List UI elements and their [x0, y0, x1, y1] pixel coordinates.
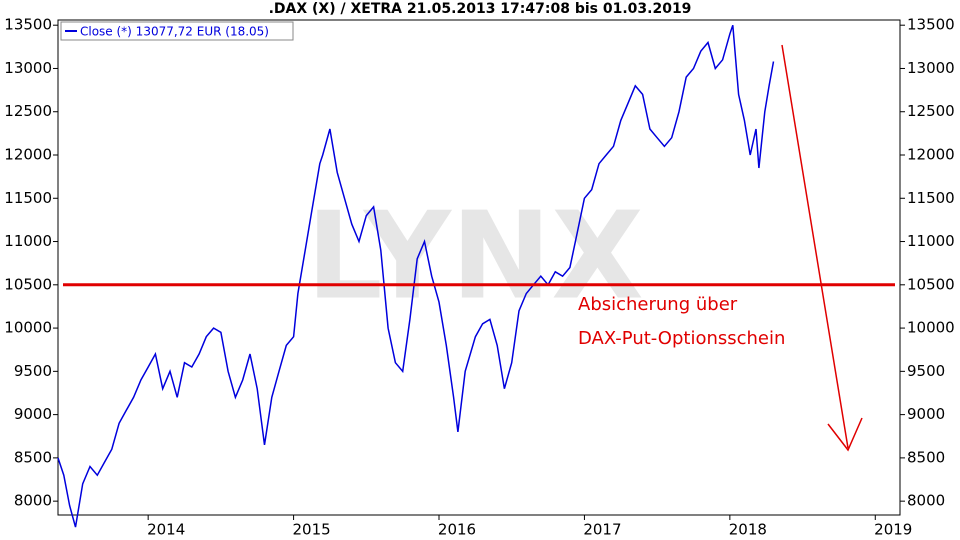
annotation: DAX-Put-Optionsschein [578, 328, 785, 349]
x-tick-label: 2016 [438, 521, 476, 539]
y2-tick-label: 9000 [907, 405, 945, 423]
y2-tick-label: 13000 [907, 59, 955, 77]
watermark: LYNX [306, 188, 644, 327]
y-tick-label: 12000 [4, 146, 52, 164]
y-tick-label: 9000 [14, 405, 52, 423]
x-tick-label: 2018 [729, 521, 767, 539]
y-tick-label: 11000 [4, 232, 52, 250]
y2-tick-label: 8000 [907, 492, 945, 510]
arrow [781, 44, 849, 449]
y2-tick-label: 12000 [907, 146, 955, 164]
chart-title: .DAX (X) / XETRA 21.05.2013 17:47:08 bis… [269, 1, 692, 17]
x-tick-label: 2017 [583, 521, 621, 539]
y2-tick-label: 10000 [907, 319, 955, 337]
y-tick-label: 13000 [4, 59, 52, 77]
y2-tick-label: 11500 [907, 189, 955, 207]
y-tick-label: 9500 [14, 362, 52, 380]
price-line [57, 24, 775, 528]
annotation: Absicherung über [578, 294, 738, 315]
y2-tick-label: 11000 [907, 232, 955, 250]
y-tick-label: 8500 [14, 448, 52, 466]
y-tick-label: 8000 [14, 492, 52, 510]
legend-box [60, 21, 294, 41]
y-tick-label: 13500 [4, 16, 52, 34]
y-tick-label: 11500 [4, 189, 52, 207]
x-tick-label: 2014 [147, 521, 185, 539]
legend-label: Close (*) 13077,72 EUR (18.05) [80, 25, 269, 39]
y-tick-label: 12500 [4, 102, 52, 120]
y2-tick-label: 13500 [907, 16, 955, 34]
y2-tick-label: 9500 [907, 362, 945, 380]
arrow-head [827, 417, 863, 452]
plot-frame [57, 19, 901, 516]
y-tick-label: 10500 [4, 275, 52, 293]
x-tick-label: 2019 [874, 521, 912, 539]
y2-tick-label: 8500 [907, 448, 945, 466]
x-tick-label: 2015 [292, 521, 330, 539]
y2-tick-label: 12500 [907, 102, 955, 120]
y-tick-label: 10000 [4, 319, 52, 337]
y2-tick-label: 10500 [907, 275, 955, 293]
